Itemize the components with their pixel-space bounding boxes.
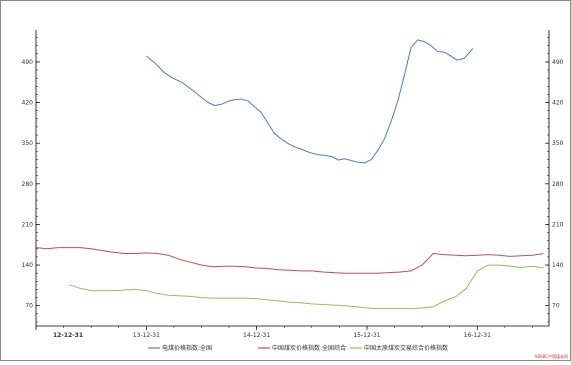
y-tick-label-left: 490 — [22, 59, 34, 66]
y-tick-label-left: 280 — [22, 181, 34, 188]
legend-label: 中国太原煤炭交易综合价格指数 — [364, 344, 448, 352]
y-tick-label-right: 280 — [552, 181, 564, 188]
y-tick-label-left: 350 — [22, 140, 34, 147]
y-tick-label-left: 210 — [22, 221, 34, 228]
y-tick-label-left: 70 — [25, 303, 33, 310]
y-tick-label-right: 350 — [552, 140, 564, 147]
y-tick-label-right: 490 — [552, 59, 564, 66]
series-line-2 — [35, 247, 544, 274]
y-tick-label-left: 420 — [22, 100, 34, 107]
x-tick-label: 13-12-31 — [133, 332, 160, 339]
y-tick-label-right: 210 — [552, 221, 564, 228]
x-tick-label: 15-12-31 — [353, 332, 380, 339]
legend-label: 电煤价格指数:全国 — [162, 344, 212, 352]
y-tick-label-right: 70 — [552, 303, 560, 310]
x-tick-label: 16-12-31 — [464, 332, 491, 339]
y-tick-label-left: 140 — [22, 262, 34, 269]
y-tick-label-right: 420 — [552, 100, 564, 107]
legend-label: 中国煤炭价格指数:全国综合 — [272, 344, 346, 352]
watermark: ABSBC中国煤炭网 — [535, 353, 568, 359]
series-line-3 — [68, 264, 544, 310]
axes: 70 70 140 140 210 210 280 280 350 350 420 420 490 490… — [22, 30, 564, 339]
x-tick-label: 14-12-31 — [243, 332, 270, 339]
series-line-1 — [145, 39, 474, 164]
x-tick-label: 12-12-31 — [53, 332, 83, 339]
legend: 电煤价格指数:全国 中国煤炭价格指数:全国综合 中国太原煤炭交易综合价格指数 — [148, 344, 448, 352]
y-tick-label-right: 140 — [552, 262, 564, 269]
series-layer — [35, 39, 544, 310]
